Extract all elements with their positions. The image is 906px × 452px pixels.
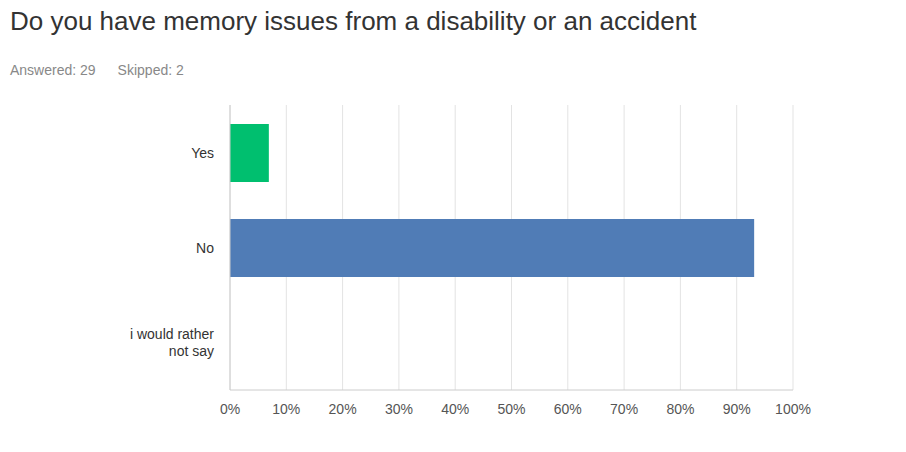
svg-text:60%: 60% (554, 401, 582, 417)
svg-text:20%: 20% (329, 401, 357, 417)
html-text:Skipped: 2: Skipped: 2 (117, 62, 184, 78)
html-text:Do you have memory issues from: Do you have memory issues from a disabil… (10, 6, 697, 36)
svg-text:0%: 0% (220, 401, 240, 417)
html-text:Answered: 29: Answered: 29 (10, 62, 96, 78)
svg-text:70%: 70% (610, 401, 638, 417)
svg-text:90%: 90% (723, 401, 751, 417)
svg-text:i would rathernot say: i would rathernot say (130, 326, 214, 359)
svg-text:80%: 80% (666, 401, 694, 417)
svg-text:Yes: Yes (191, 145, 214, 161)
svg-text:No: No (196, 240, 214, 256)
svg-text:40%: 40% (441, 401, 469, 417)
svg-text:100%: 100% (775, 401, 811, 417)
svg-text:10%: 10% (272, 401, 300, 417)
svg-text:30%: 30% (385, 401, 413, 417)
svg-text:50%: 50% (497, 401, 525, 417)
